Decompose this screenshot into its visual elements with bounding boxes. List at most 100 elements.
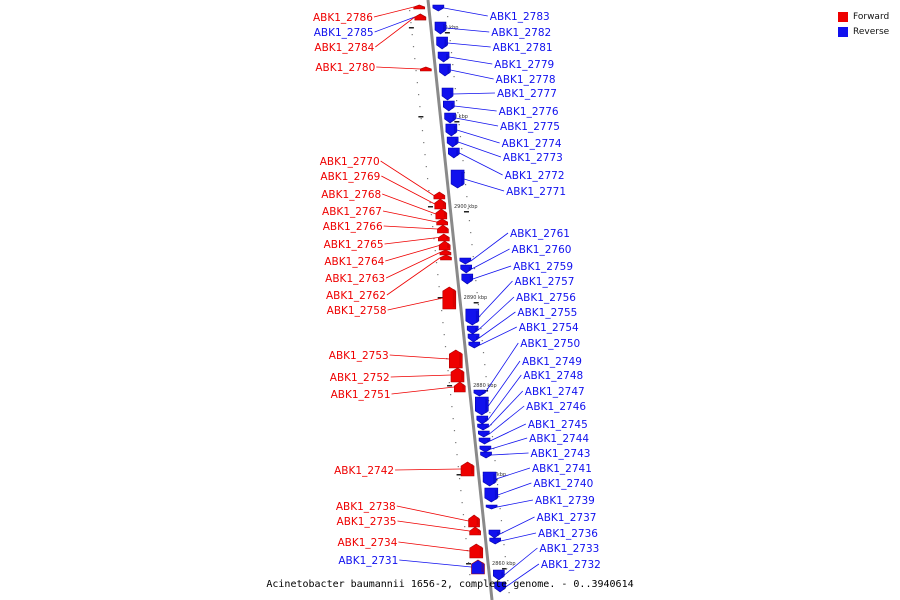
gene-label[interactable]: ABK1_2769 [320, 171, 380, 183]
gene-label[interactable]: ABK1_2776 [499, 106, 559, 118]
gene-label[interactable]: ABK1_2772 [505, 170, 565, 182]
forward-gene-arrow[interactable] [460, 461, 475, 477]
reverse-gene-arrow[interactable] [444, 112, 456, 124]
reverse-gene-arrow[interactable] [437, 51, 450, 63]
gene-label[interactable]: ABK1_2762 [326, 290, 386, 302]
gene-label[interactable]: ABK1_2733 [539, 543, 599, 555]
gene-label[interactable]: ABK1_2777 [497, 88, 557, 100]
reverse-gene-arrow[interactable] [494, 581, 506, 593]
reverse-gene-arrow[interactable] [441, 87, 454, 101]
gene-label[interactable]: ABK1_2750 [520, 338, 580, 350]
reverse-gene-arrow[interactable] [468, 341, 481, 349]
forward-gene-arrow[interactable] [471, 559, 485, 575]
forward-gene-arrow[interactable] [435, 208, 448, 220]
reverse-gene-arrow[interactable] [450, 169, 465, 189]
gene-label[interactable]: ABK1_2784 [314, 42, 374, 54]
reverse-gene-arrow[interactable] [432, 4, 445, 12]
gene-label[interactable]: ABK1_2758 [327, 305, 387, 317]
gene-label[interactable]: ABK1_2741 [532, 463, 592, 475]
forward-gene-arrow[interactable] [453, 381, 466, 393]
gene-label[interactable]: ABK1_2763 [325, 273, 385, 285]
gene-label[interactable]: ABK1_2778 [496, 74, 556, 86]
reverse-gene-arrow[interactable] [436, 36, 448, 50]
gene-label[interactable]: ABK1_2745 [528, 419, 588, 431]
gene-label[interactable]: ABK1_2780 [315, 62, 375, 74]
forward-gene-arrow[interactable] [442, 286, 457, 310]
gene-label[interactable]: ABK1_2737 [537, 512, 597, 524]
forward-gene-arrow[interactable] [469, 526, 481, 536]
reverse-gene-arrow[interactable] [473, 389, 486, 397]
reverse-gene-arrow[interactable] [439, 63, 451, 77]
gene-label[interactable]: ABK1_2736 [538, 528, 598, 540]
forward-gene-arrow[interactable] [448, 349, 463, 369]
reverse-gene-arrow[interactable] [434, 21, 447, 35]
forward-gene-arrow[interactable] [450, 367, 465, 383]
forward-gene-arrow[interactable] [438, 240, 451, 251]
gene-label[interactable]: ABK1_2756 [516, 292, 576, 304]
gene-label[interactable]: ABK1_2771 [506, 186, 566, 198]
gene-label[interactable]: ABK1_2782 [491, 27, 551, 39]
gene-label[interactable]: ABK1_2748 [523, 370, 583, 382]
gene-label[interactable]: ABK1_2770 [320, 156, 380, 168]
gene-label[interactable]: ABK1_2735 [337, 516, 397, 528]
gene-label[interactable]: ABK1_2786 [313, 12, 373, 24]
forward-gene-arrow[interactable] [433, 191, 446, 200]
gene-label[interactable]: ABK1_2752 [330, 372, 390, 384]
gene-label[interactable]: ABK1_2743 [531, 448, 591, 460]
gene-label[interactable]: ABK1_2781 [493, 42, 553, 54]
reverse-gene-arrow[interactable] [465, 308, 480, 326]
reverse-gene-arrow[interactable] [460, 264, 472, 274]
gene-label[interactable]: ABK1_2754 [519, 322, 579, 334]
gene-label[interactable]: ABK1_2751 [331, 389, 391, 401]
gene-label[interactable]: ABK1_2734 [337, 537, 397, 549]
reverse-gene-arrow[interactable] [446, 136, 459, 148]
forward-gene-arrow[interactable] [413, 4, 426, 10]
gene-label[interactable]: ABK1_2760 [512, 244, 572, 256]
reverse-gene-arrow[interactable] [479, 445, 492, 453]
gene-label[interactable]: ABK1_2767 [322, 206, 382, 218]
forward-gene-arrow[interactable] [469, 543, 484, 559]
reverse-gene-arrow[interactable] [448, 147, 460, 159]
forward-gene-arrow[interactable] [420, 66, 432, 72]
gene-label[interactable]: ABK1_2759 [513, 261, 573, 273]
gene-label[interactable]: ABK1_2742 [334, 465, 394, 477]
gene-label[interactable]: ABK1_2732 [541, 559, 601, 571]
forward-gene-arrow[interactable] [436, 218, 448, 226]
reverse-gene-arrow[interactable] [459, 257, 472, 265]
gene-label[interactable]: ABK1_2747 [525, 386, 585, 398]
gene-label[interactable]: ABK1_2775 [500, 121, 560, 133]
forward-gene-arrow[interactable] [468, 514, 480, 528]
gene-label[interactable]: ABK1_2738 [336, 501, 396, 513]
gene-label[interactable]: ABK1_2766 [323, 221, 383, 233]
gene-label[interactable]: ABK1_2753 [329, 350, 389, 362]
gene-label[interactable]: ABK1_2765 [324, 239, 384, 251]
gene-label[interactable]: ABK1_2768 [321, 189, 381, 201]
gene-label[interactable]: ABK1_2744 [529, 433, 589, 445]
forward-gene-arrow[interactable] [437, 224, 449, 234]
reverse-gene-arrow[interactable] [461, 273, 474, 285]
forward-gene-arrow[interactable] [440, 254, 452, 261]
gene-label[interactable]: ABK1_2746 [526, 401, 586, 413]
reverse-gene-arrow[interactable] [443, 100, 455, 112]
reverse-gene-arrow[interactable] [477, 430, 490, 438]
reverse-gene-arrow[interactable] [488, 529, 501, 539]
forward-gene-arrow[interactable] [438, 233, 450, 242]
reverse-gene-arrow[interactable] [475, 396, 489, 416]
reverse-gene-arrow[interactable] [466, 325, 479, 335]
gene-label[interactable]: ABK1_2773 [503, 152, 563, 164]
gene-label[interactable]: ABK1_2749 [522, 356, 582, 368]
gene-label[interactable]: ABK1_2774 [502, 138, 562, 150]
gene-label[interactable]: ABK1_2764 [324, 256, 384, 268]
gene-label[interactable]: ABK1_2731 [338, 555, 398, 567]
forward-gene-arrow[interactable] [439, 249, 452, 256]
reverse-gene-arrow[interactable] [445, 123, 458, 137]
reverse-gene-arrow[interactable] [477, 423, 489, 431]
reverse-gene-arrow[interactable] [482, 471, 497, 487]
forward-gene-arrow[interactable] [414, 13, 427, 21]
gene-label[interactable]: ABK1_2739 [535, 495, 595, 507]
gene-label[interactable]: ABK1_2755 [517, 307, 577, 319]
forward-gene-arrow[interactable] [434, 198, 447, 210]
reverse-gene-arrow[interactable] [489, 537, 502, 545]
gene-label[interactable]: ABK1_2740 [533, 478, 593, 490]
reverse-gene-arrow[interactable] [484, 487, 499, 503]
